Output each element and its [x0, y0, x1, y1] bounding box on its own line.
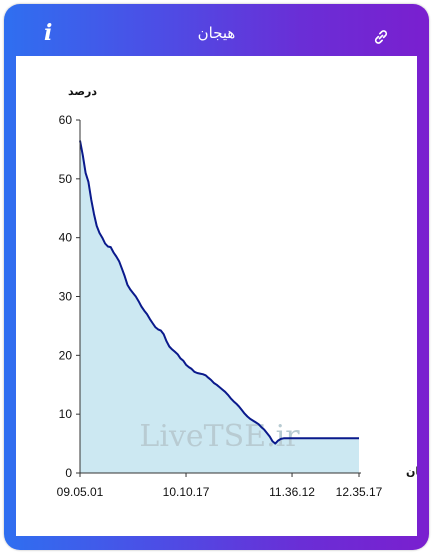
x-tick-label: 09.05.01 [57, 485, 104, 499]
x-tick-label: 11.36.12 [269, 485, 315, 499]
info-icon[interactable]: i [44, 20, 53, 46]
y-tick-label: 60 [59, 113, 73, 127]
y-axis-label: درصد [68, 85, 97, 98]
x-tick-label: 12.35.17 [336, 485, 383, 499]
card-header: i هیجان [4, 4, 429, 56]
link-icon[interactable] [372, 28, 390, 46]
area-fill [80, 140, 359, 473]
y-tick-label: 40 [59, 231, 73, 245]
y-tick-label: 10 [59, 407, 73, 421]
chart-card: i هیجان LiveTSE.ir 0 10 20 30 40 50 60 09.05.01 1… [4, 4, 429, 550]
x-axis-label: زمان [406, 465, 417, 478]
series-line [79, 140, 359, 445]
y-tick-label: 50 [59, 172, 73, 186]
chart-svg: LiveTSE.ir 0 10 20 30 40 50 60 09.05.01 10.10.17 1… [57, 85, 417, 499]
watermark: LiveTSE.ir [139, 419, 300, 454]
chart-panel: LiveTSE.ir 0 10 20 30 40 50 60 09.05.01 10.10.17 1… [16, 56, 417, 536]
y-tick-label: 0 [65, 466, 72, 480]
y-tick-label: 30 [59, 290, 73, 304]
chart-title: هیجان [197, 24, 236, 42]
x-tick-label: 10.10.17 [163, 485, 210, 499]
y-tick-label: 20 [59, 348, 73, 362]
